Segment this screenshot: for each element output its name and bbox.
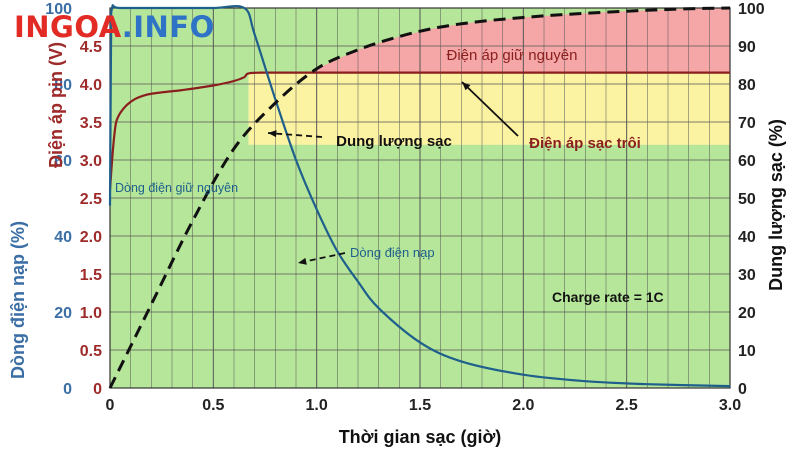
y-tick-voltage: 2.0	[80, 229, 102, 246]
x-tick-label: 2.0	[512, 397, 534, 414]
y-tick-current: 80	[54, 77, 72, 94]
y-tick-voltage: 4.0	[80, 77, 102, 94]
y-tick-voltage: 3.0	[80, 153, 102, 170]
chart-labels: 0 0.5 1.0 1.5 2.0 2.5 3.000.51.01.52.02.53.03.…	[8, 1, 786, 447]
x-tick-label: 1.0	[306, 397, 328, 414]
x-tick-label: 3.0	[719, 397, 741, 414]
y-tick-capacity: 100	[738, 1, 765, 18]
arrow-capacity-head	[268, 130, 277, 138]
annotation-arrows	[267, 81, 519, 265]
arrow-float-voltage-head	[462, 82, 471, 91]
annotation-float-charge: Điện áp sạc trôi	[529, 135, 641, 152]
y-tick-voltage: 3.5	[80, 115, 102, 132]
arrow-charge-current-head	[298, 257, 307, 265]
y-axis-title-voltage: Điện áp pin (V)	[46, 42, 66, 168]
zone-green-upper-left	[248, 8, 730, 73]
y-tick-current: 20	[54, 305, 72, 322]
arrow-float-voltage	[461, 81, 519, 137]
y-tick-voltage: 0	[93, 381, 102, 398]
y-tick-capacity: 40	[738, 229, 756, 246]
x-tick-label: 0.5	[202, 397, 224, 414]
y-tick-capacity: 0	[738, 381, 747, 398]
series-current-line	[108, 4, 731, 388]
y-tick-voltage: 0.5	[80, 343, 102, 360]
y-tick-capacity: 70	[738, 115, 756, 132]
y-tick-capacity: 50	[738, 191, 756, 208]
annotation-charge-rate: Charge rate = 1C	[552, 289, 664, 305]
annotation-constant-current: Dòng điện giữ nguyên	[115, 181, 238, 195]
x-tick-label: 2.5	[616, 397, 638, 414]
y-axis-title-current: Dòng điện nạp (%)	[8, 221, 28, 379]
y-tick-capacity: 90	[738, 39, 756, 56]
x-axis-title: Thời gian sạc (giờ)	[339, 427, 502, 447]
y-tick-current: 100	[45, 1, 72, 18]
y-tick-capacity: 20	[738, 305, 756, 322]
y-tick-voltage: 1.0	[80, 305, 102, 322]
arrow-capacity	[267, 132, 323, 138]
y-tick-current: 40	[54, 229, 72, 246]
annotation-charge-current: Dòng điện nạp	[350, 245, 435, 260]
y-tick-current: 0	[63, 381, 72, 398]
y-tick-capacity: 80	[738, 77, 756, 94]
chart-series	[108, 4, 731, 389]
series-capacity-line	[108, 6, 731, 389]
y-tick-voltage: 2.5	[80, 191, 102, 208]
y-tick-current: 60	[54, 153, 72, 170]
y-tick-voltage: 1.5	[80, 267, 102, 284]
y-tick-capacity: 60	[738, 153, 756, 170]
y-axis-title-capacity: Dung lượng sạc (%)	[766, 119, 786, 291]
annotation-constant-voltage: Điện áp giữ nguyên	[447, 47, 578, 64]
x-tick-label: 0	[106, 397, 115, 414]
y-tick-capacity: 30	[738, 267, 756, 284]
ingoa-logo: INGOA.INFO	[14, 10, 215, 44]
annotation-capacity: Dung lượng sạc	[336, 133, 452, 150]
x-tick-label: 1.5	[409, 397, 431, 414]
y-tick-capacity: 10	[738, 343, 756, 360]
y-tick-voltage: 4.5	[80, 39, 102, 56]
series-voltage-line	[108, 71, 730, 191]
